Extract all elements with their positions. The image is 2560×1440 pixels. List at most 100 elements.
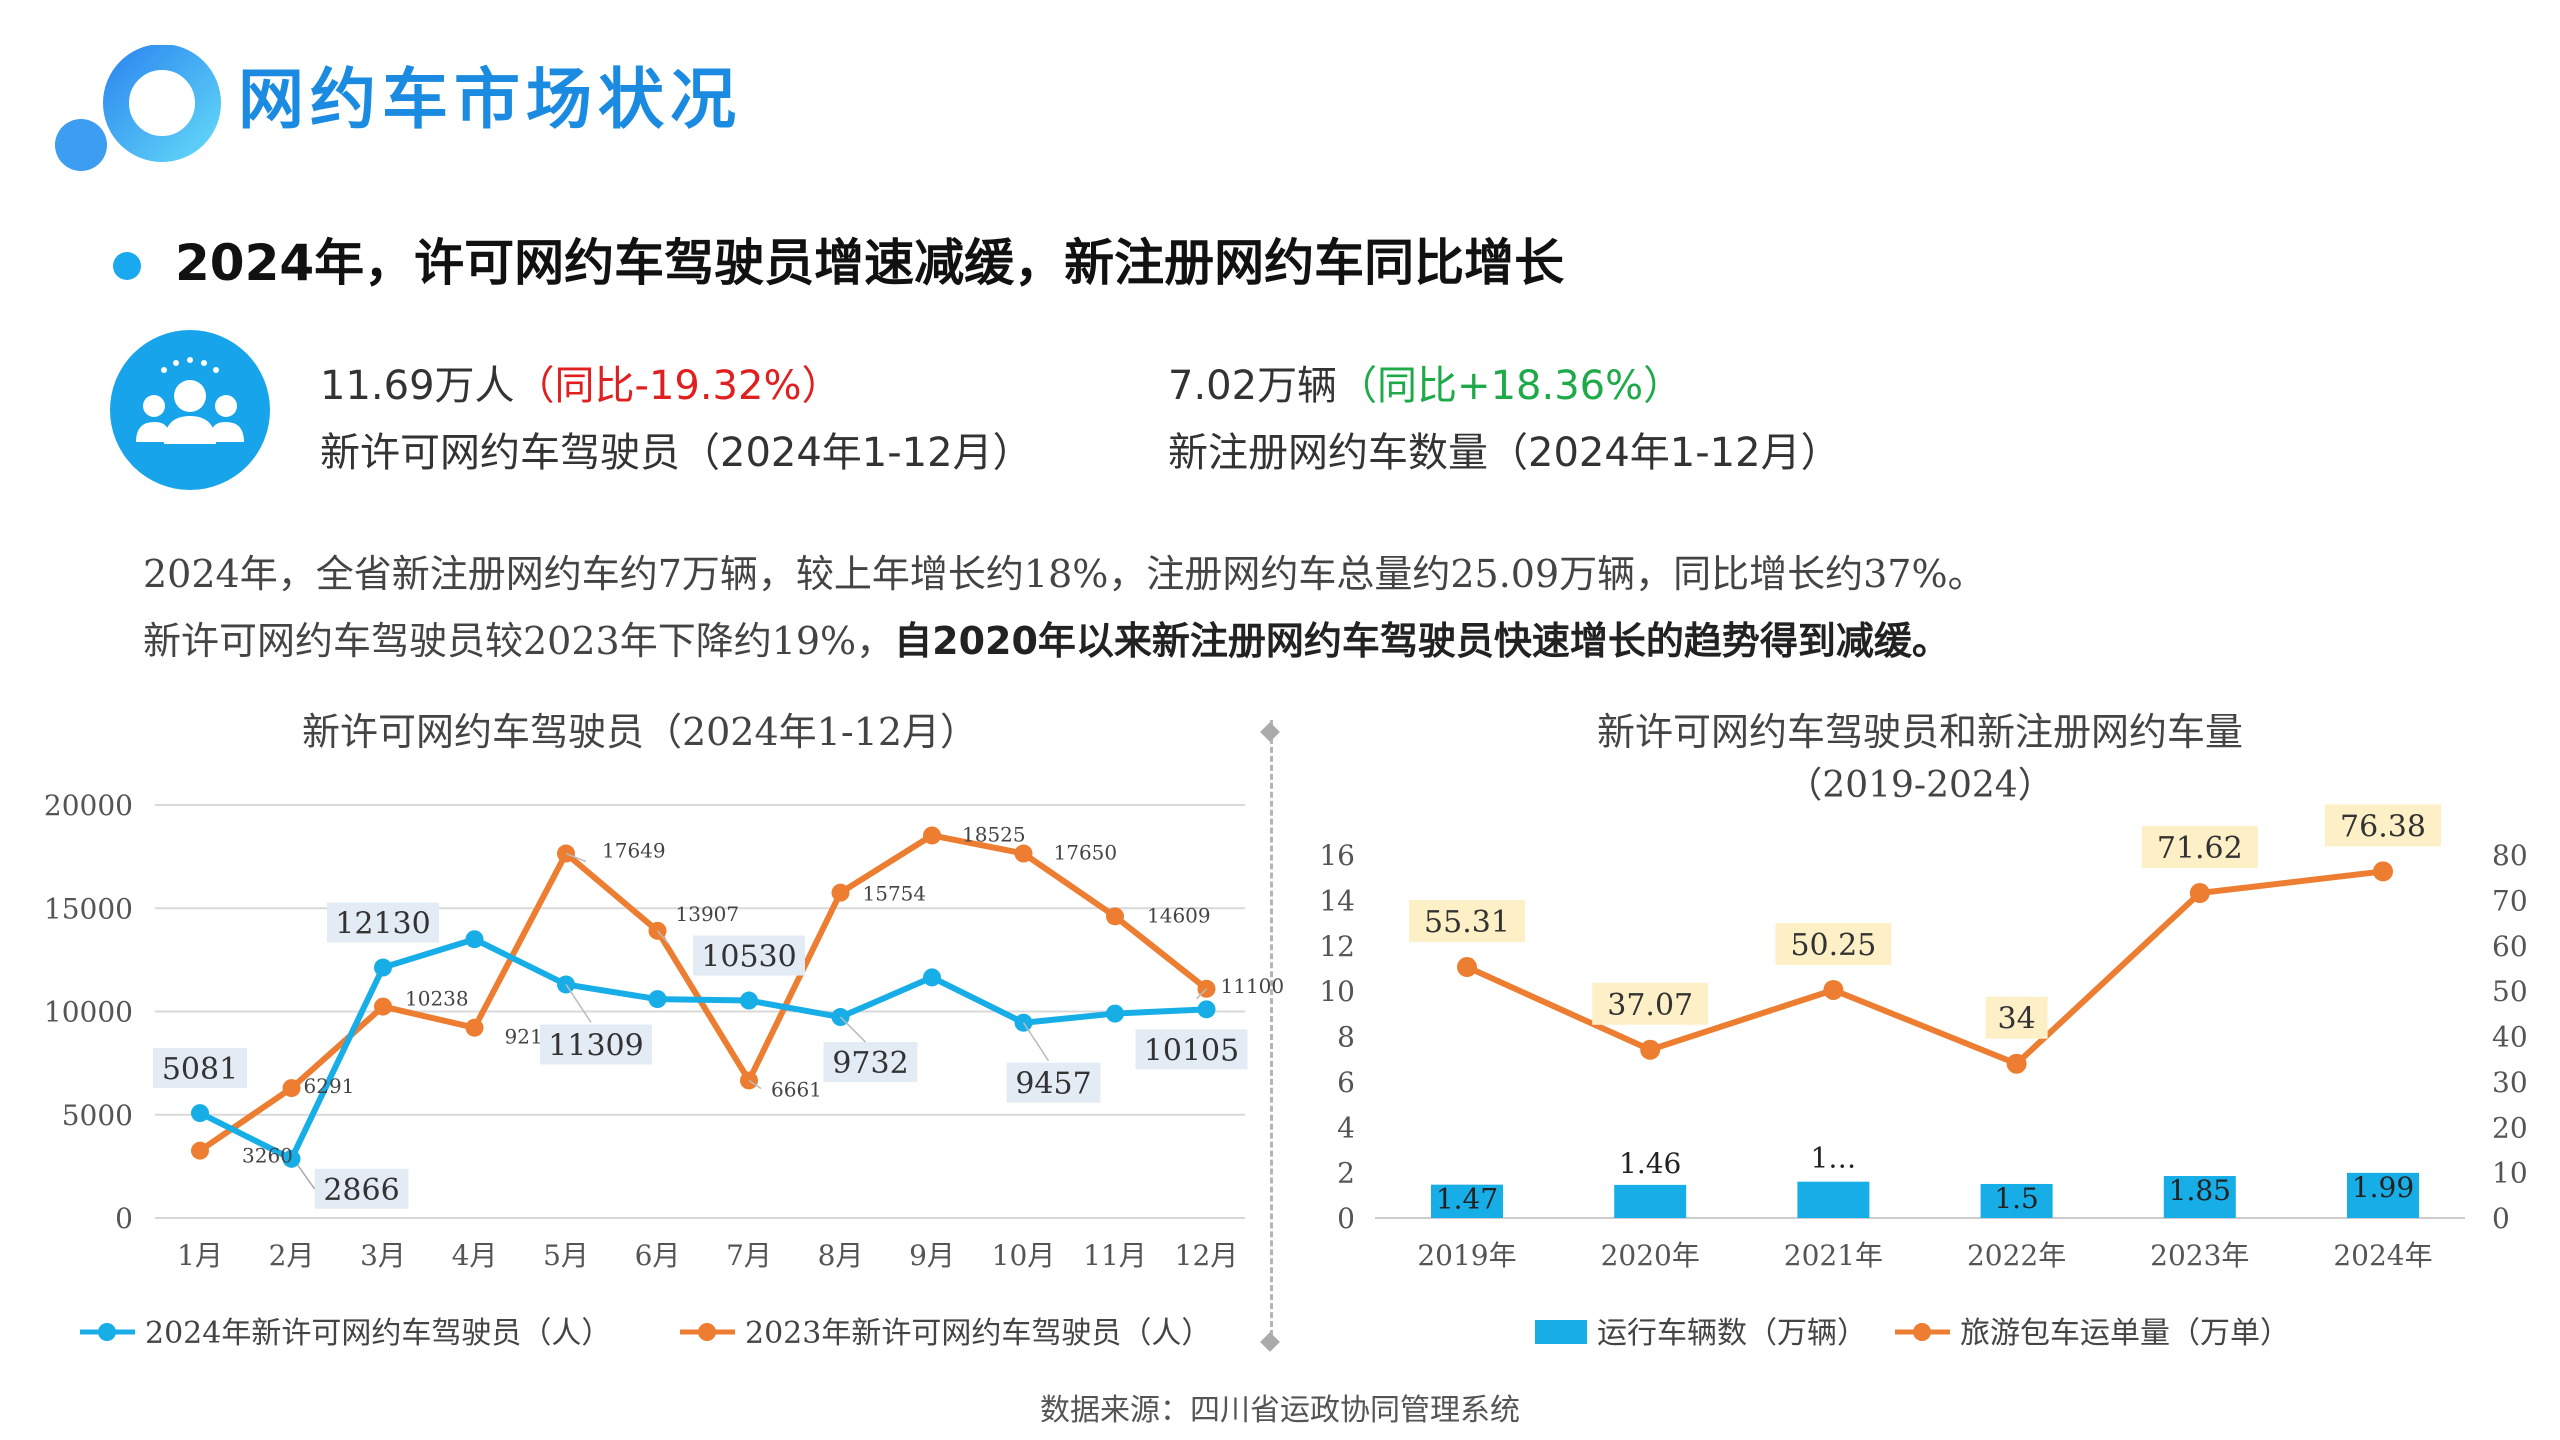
chart1-series-2023-point [191,1141,209,1160]
stat-vehicles-value: 7.02万辆 [1168,363,1338,409]
chart1-xtick-label: 7月 [726,1239,772,1272]
chart1-ytick-label: 15000 [44,892,133,925]
chart2-subtitle: （2019-2024） [1786,765,2053,806]
chart2-orders-data-label: 71.62 [2157,831,2243,866]
chart1-series-2024-point [1197,1000,1216,1019]
chart-divider [1270,720,1273,1345]
bullet-dot [113,252,141,280]
description-line-1: 2024年，全省新注册网约车约7万辆，较上年增长约18%，注册网约车总量约25.… [143,552,1986,596]
chart1-xtick-label: 3月 [360,1239,406,1272]
chart1-2024-label-box [153,1048,247,1089]
chart2-orders-point [1640,1039,1661,1060]
chart1-2024-label-box [327,902,439,943]
chart1-series-2023-point [831,883,850,902]
chart1-series-2024-point [191,1104,209,1123]
chart1-series-2023-point [374,997,392,1016]
headline: 2024年，许可网约车驾驶员增速减缓，新注册网约车同比增长 [175,234,1565,292]
chart1-xtick-label: 8月 [818,1239,864,1272]
stat-drivers-value: 11.69万人 [320,363,515,409]
chart2-left-ytick-label: 0 [1337,1202,1355,1235]
chart2-orders-point [1823,979,1844,1000]
chart2-legend-label-bar: 运行车辆数（万辆） [1597,1316,1867,1351]
chart1-2023-data-label: 6291 [304,1074,355,1098]
chart1-2024-data-label: 10105 [1144,1033,1239,1068]
chart2-orders-label-box [1985,996,2048,1039]
chart2-orders-point [2006,1053,2027,1074]
chart1-xtick-label: 11月 [1083,1239,1147,1272]
stat-vehicles-value-row: 7.02万辆（同比+18.36%） [1168,358,1683,414]
chart2-right-ytick-label: 70 [2492,884,2528,917]
chart1-series-2024-point [648,990,667,1009]
chart1-leader-line [296,1164,316,1190]
stat-drivers-label: 新许可网约车驾驶员（2024年1-12月） [320,430,1033,476]
chart2-bar [1614,1184,1687,1218]
chart2-orders-point [2373,861,2393,882]
stat-drivers-value-row: 11.69万人（同比-19.32%） [320,358,841,414]
chart1-ytick-label: 10000 [44,996,133,1029]
chart1-series-2024-point [1106,1004,1124,1023]
chart2-orders-data-label: 50.25 [1790,928,1876,963]
chart1-xtick-label: 9月 [909,1239,955,1272]
chart1-series-2024-point [465,930,484,949]
chart2-left-ytick-label: 10 [1319,975,1355,1008]
chart1-xtick-label: 10月 [992,1239,1056,1272]
chart2-legend-marker-line [1913,1323,1931,1341]
chart1-2024-data-label: 12130 [335,907,430,942]
chart2-orders-label-box [1409,900,1525,943]
chart2-orders-data-label: 34 [1998,1002,2036,1037]
chart1-series-2024-point [1014,1013,1033,1032]
chart1-legend-label-2024: 2024年新许可网约车驾驶员（人） [145,1316,611,1351]
chart1-series-2023-point [923,826,941,845]
chart1-leader-line [1022,1022,1050,1062]
chart2-right-ytick-label: 10 [2492,1157,2528,1190]
chart1-xtick-label: 12月 [1175,1239,1239,1272]
chart2-left-ytick-label: 2 [1337,1157,1355,1190]
stat-vehicles-change: （同比+18.36%） [1337,363,1684,409]
chart1-ytick-label: 5000 [62,1099,133,1132]
data-source: 数据来源：四川省运政协同管理系统 [1040,1393,1520,1428]
chart2-xtick-label: 2023年 [2150,1239,2249,1272]
chart1-2024-data-label: 5081 [162,1052,238,1087]
chart2-xtick-label: 2022年 [1967,1239,2066,1272]
chart2-left-ytick-label: 4 [1337,1111,1355,1144]
chart1-series-2023-point [465,1018,484,1037]
chart1-series-2023-line [198,832,1209,1154]
chart1-2023-data-label: 6661 [771,1077,822,1101]
chart1-series-2024-point [740,991,758,1010]
chart2-legend-label-line: 旅游包车运单量（万单） [1960,1316,2290,1351]
people-group-icon [110,330,270,490]
chart1-leader-line [565,984,592,1023]
chart1-leader-line [748,1079,762,1090]
chart2-right-ytick-label: 20 [2492,1111,2528,1144]
chart1-2024-label-box [1135,1029,1248,1070]
chart2-bar-data-label: 1.85 [2169,1174,2231,1207]
chart1-series-2024-point [282,1149,301,1168]
chart2-right-ytick-label: 50 [2492,975,2528,1008]
chart1-2024-label-box [823,1042,918,1083]
chart1-legend-label-2023: 2023年新许可网约车驾驶员（人） [745,1316,1211,1351]
chart2-title: 新许可网约车驾驶员和新注册网约车量 [1597,710,2243,754]
chart2-left-ytick-label: 14 [1319,884,1355,917]
chart2-left-ytick-label: 6 [1337,1066,1355,1099]
chart1-xtick-label: 6月 [635,1239,681,1272]
chart1-2024-label-box [314,1168,409,1209]
chart1-2024-label-box [1006,1062,1101,1103]
chart2-bar [1797,1181,1870,1218]
chart1-2024-data-label: 11309 [548,1028,643,1063]
chart2-bar-data-label: 1.5 [1994,1182,2039,1215]
chart2-legend-swatch-bar [1535,1320,1587,1344]
chart2-bar [1431,1184,1503,1218]
chart2-right-ytick-label: 30 [2492,1066,2528,1099]
chart2-bar-data-label: 1.99 [2352,1171,2414,1204]
chart2-bar [1980,1183,2053,1218]
chart2-orders-point [1457,957,1477,978]
chart2-bar [2347,1172,2419,1218]
chart1-leader-line [565,852,587,863]
chart1-series-2023-point [1014,844,1033,863]
chart1-ytick-label: 20000 [44,789,133,822]
chart1-leader-line [656,930,671,946]
chart1-2023-data-label: 13907 [676,902,740,926]
chart1-legend-marker-2024 [98,1323,116,1341]
description-line-2-bold: 自2020年以来新注册网约车驾驶员快速增长的趋势得到减缓。 [894,619,1950,663]
